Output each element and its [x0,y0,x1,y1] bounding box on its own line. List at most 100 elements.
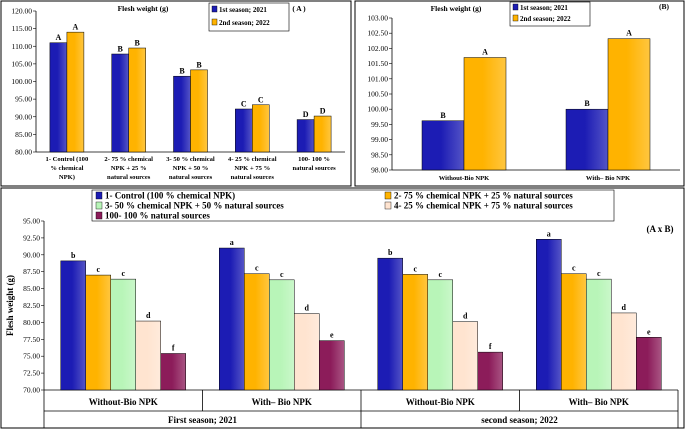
a-x-tick-label: 4- 25 % chemical [228,156,277,163]
axb-y-tick-label: 90.00 [23,250,40,259]
a-bar-letter: D [303,110,309,119]
axb-bar-letter: c [121,269,125,278]
axb-legend-swatch [384,201,392,210]
axb-bar [135,320,161,391]
a-bar [49,42,68,153]
axb-bar-letter: d [146,311,151,320]
a-bar-letter: D [320,107,326,116]
a-x-tick-label: NPK + 50 % [173,165,209,172]
axb-x-tick-label: With– Bio NPK [252,397,312,407]
b-y-tick-label: 102.00 [367,44,388,53]
b-bar-letter: B [584,99,590,108]
chart-a: 80.00 85.00 90.00 95.00 100.00 105.00 110.00 11… [11,2,345,181]
axb-bar [611,312,637,391]
axb-legend-swatch [95,201,103,210]
a-bar-letter: B [196,60,202,69]
a-bar-letter: B [118,45,124,54]
b-y-tick-label: 100.50 [367,90,388,99]
axb-bar [60,260,86,391]
a-legend-swatch [211,5,218,13]
chart-axb: 70.00 72.50 75.00 77.50 80.00 82.50 85.00 87.50… [5,189,679,428]
axb-bar-letter: c [255,264,259,273]
b-bar [607,38,651,171]
a-bar-letter: C [241,99,247,108]
axb-bar [586,278,612,391]
axb-y-tick-label: 77.50 [23,335,40,344]
axb-x-tick-label: With– Bio NPK [569,397,629,407]
axb-legend-label: 4- 25 % chemical NPK + 75 % natural sour… [394,201,573,211]
axb-bar-letter: b [388,248,393,257]
axb-legend-label: 2- 75 % chemical NPK + 25 % natural sour… [394,191,573,201]
axb-bar-letter: a [547,229,551,238]
b-bar-letter: A [626,29,632,38]
axb-y-tick-label: 95.00 [23,217,40,226]
b-y-tick-label: 101.00 [367,74,388,83]
a-y-tick-label: 100.00 [11,77,32,86]
axb-legend-box [91,189,615,222]
a-legend-label: 2nd season; 2022 [219,19,270,27]
axb-bar-letter: e [330,331,334,340]
a-bar [190,69,208,153]
a-x-tick-label: 3- 50 % chemical [166,156,215,163]
a-panel-label: ( A ) [292,4,306,13]
axb-y-tick-label: 75.00 [23,352,40,361]
b-y-tick-label: 99.50 [371,120,388,129]
axb-bar [402,274,428,391]
axb-bar-letter: c [597,269,601,278]
axb-legend-label: 3- 50 % chemical NPK + 50 % natural sour… [105,201,284,211]
a-x-tick-label: 2- 75 % chemical [104,156,153,163]
a-x-tick-label: NPK + 25 % [111,165,147,172]
b-title: Flesh weight (g) [431,4,482,13]
axb-y-tick-label: 82.50 [23,301,40,310]
a-legend-box [208,2,290,32]
axb-bar-letter: f [489,342,492,351]
b-bar-letter: A [482,48,488,57]
axb-bar [244,273,270,391]
panel-axb-frame [0,187,685,429]
axb-legend-swatch [384,191,392,200]
axb-bar [536,239,562,391]
a-x-tick-label: natural sources [169,174,213,181]
axb-x-tick-label: Without-Bio NPK [89,397,158,407]
axb-bar-letter: c [280,270,284,279]
a-y-tick-label: 115.00 [12,24,33,33]
b-y-tick-label: 101.50 [367,59,388,68]
b-y-tick-label: 99.00 [371,135,388,144]
axb-bar [294,313,320,391]
a-bar [128,47,146,153]
a-y-tick-label: 120.00 [11,7,32,16]
a-bar-letter: B [179,67,185,76]
a-x-tick-label: natural sources [231,174,275,181]
a-x-tick-label: NPK) [59,174,75,181]
axb-bar [319,340,345,391]
axb-bar-letter: a [230,238,234,247]
panel-a-frame [0,0,352,187]
axb-bar-letter: e [647,327,651,336]
axb-y-tick-label: 92.50 [23,233,40,242]
axb-bar-letter: c [96,265,100,274]
a-y-tick-label: 105.00 [11,59,32,68]
a-x-tick-label: natural sources [107,174,151,181]
panel-b-frame [354,0,685,187]
b-bar-letter: B [440,111,446,120]
axb-legend-label: 1- Control (100 % chemical NPK) [105,191,235,201]
a-y-tick-label: 110.00 [12,42,33,51]
b-y-tick-label: 98.00 [371,166,388,175]
b-y-tick-label: 98.50 [371,150,388,159]
b-y-tick-label: 102.50 [367,29,388,38]
b-legend-box [509,1,591,27]
axb-legend-swatch [95,211,103,220]
axb-y-axis-label: Flesh weight (g) [5,275,15,336]
a-legend-label: 1st season; 2021 [219,6,267,14]
b-legend-label: 1st season; 2021 [520,4,568,12]
axb-bar [377,257,403,391]
a-bar [313,115,332,153]
a-bar [173,75,191,153]
b-legend-swatch [512,14,519,22]
axb-bar-letter: c [413,264,417,273]
a-bar [66,31,85,153]
axb-panel-label: (A x B) [647,224,674,234]
axb-y-tick-label: 87.50 [23,267,40,276]
axb-bar [160,353,186,391]
